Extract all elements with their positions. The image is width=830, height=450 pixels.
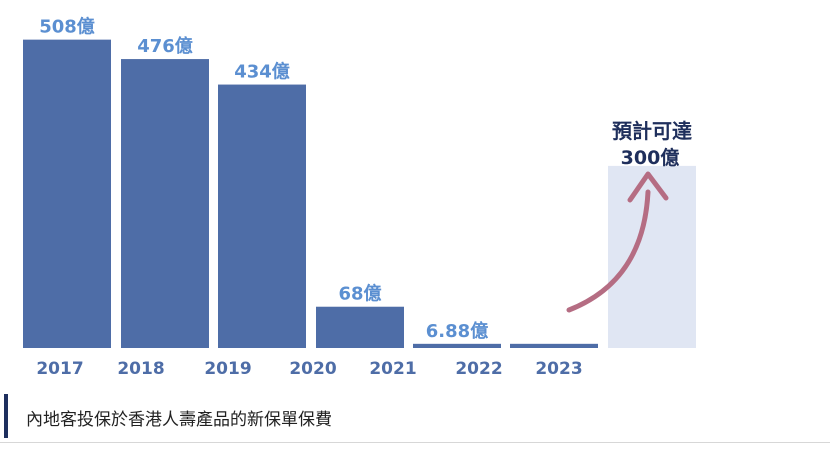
bar-2018 — [121, 59, 209, 349]
x-tick-2021: 2021 — [369, 359, 416, 379]
data-label-2021: 6.88億 — [426, 320, 488, 342]
caption-divider — [0, 442, 830, 443]
chart-caption: 內地客投保於香港人壽產品的新保單保費 — [26, 410, 332, 430]
projection-arrow-shaft — [566, 189, 651, 313]
x-tick-2018: 2018 — [117, 359, 164, 379]
projection-label-line2: 300億 — [621, 146, 680, 169]
bar-2021 — [413, 343, 501, 348]
bar-2022 — [510, 343, 598, 348]
bar-chart: 508億 476億 434億 68億 6.88億 2017 2018 2019 2020 2021… — [23, 16, 696, 379]
data-label-2019: 434億 — [234, 61, 290, 83]
x-tick-2020: 2020 — [289, 359, 336, 379]
x-tick-2017: 2017 — [36, 359, 83, 379]
x-tick-2023: 2023 — [535, 359, 582, 379]
data-label-2018: 476億 — [137, 35, 193, 57]
bar-2019 — [218, 84, 306, 348]
data-label-2017: 508億 — [39, 16, 95, 38]
caption-accent-bar — [4, 394, 8, 438]
bar-2020 — [316, 306, 404, 348]
projection-arrow-head — [627, 171, 669, 203]
data-label-2020: 68億 — [338, 283, 381, 305]
projection-label-line1: 預計可達 — [612, 119, 692, 143]
x-tick-2019: 2019 — [204, 359, 251, 379]
projection-bar — [608, 165, 696, 348]
x-tick-2022: 2022 — [455, 359, 502, 379]
bar-2017 — [23, 39, 111, 348]
caption-bar: 內地客投保於香港人壽產品的新保單保費 — [0, 390, 830, 450]
